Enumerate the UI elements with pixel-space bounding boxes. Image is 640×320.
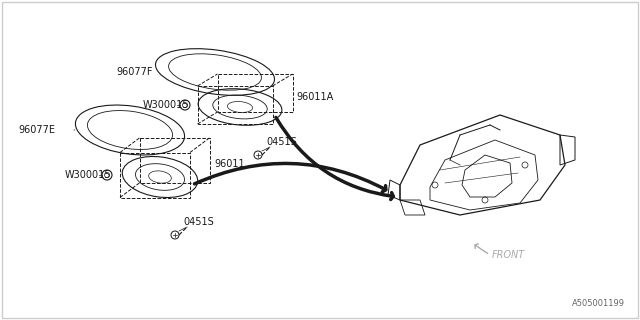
Text: FRONT: FRONT [492,250,525,260]
Text: W300015: W300015 [143,100,189,110]
Text: 96011: 96011 [214,159,244,169]
Text: A505001199: A505001199 [572,299,625,308]
Text: 96077E: 96077E [18,125,55,135]
Text: 0451S: 0451S [183,217,214,227]
Text: 96077F: 96077F [116,67,153,77]
Text: W300015: W300015 [65,170,111,180]
Text: 96011A: 96011A [296,92,333,102]
Text: 0451S: 0451S [266,137,297,147]
